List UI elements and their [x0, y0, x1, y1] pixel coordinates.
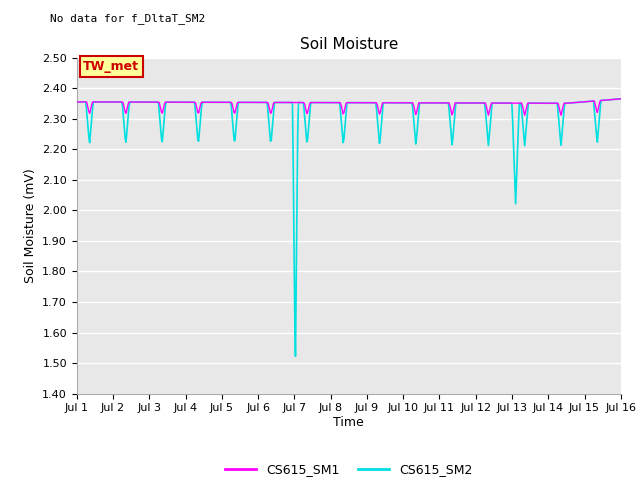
Text: No data for f_DltaT_SM2: No data for f_DltaT_SM2	[50, 13, 205, 24]
Legend: CS615_SM1, CS615_SM2: CS615_SM1, CS615_SM2	[220, 458, 478, 480]
Text: TW_met: TW_met	[83, 60, 140, 73]
Y-axis label: Soil Moisture (mV): Soil Moisture (mV)	[24, 168, 36, 283]
X-axis label: Time: Time	[333, 416, 364, 429]
Title: Soil Moisture: Soil Moisture	[300, 37, 398, 52]
